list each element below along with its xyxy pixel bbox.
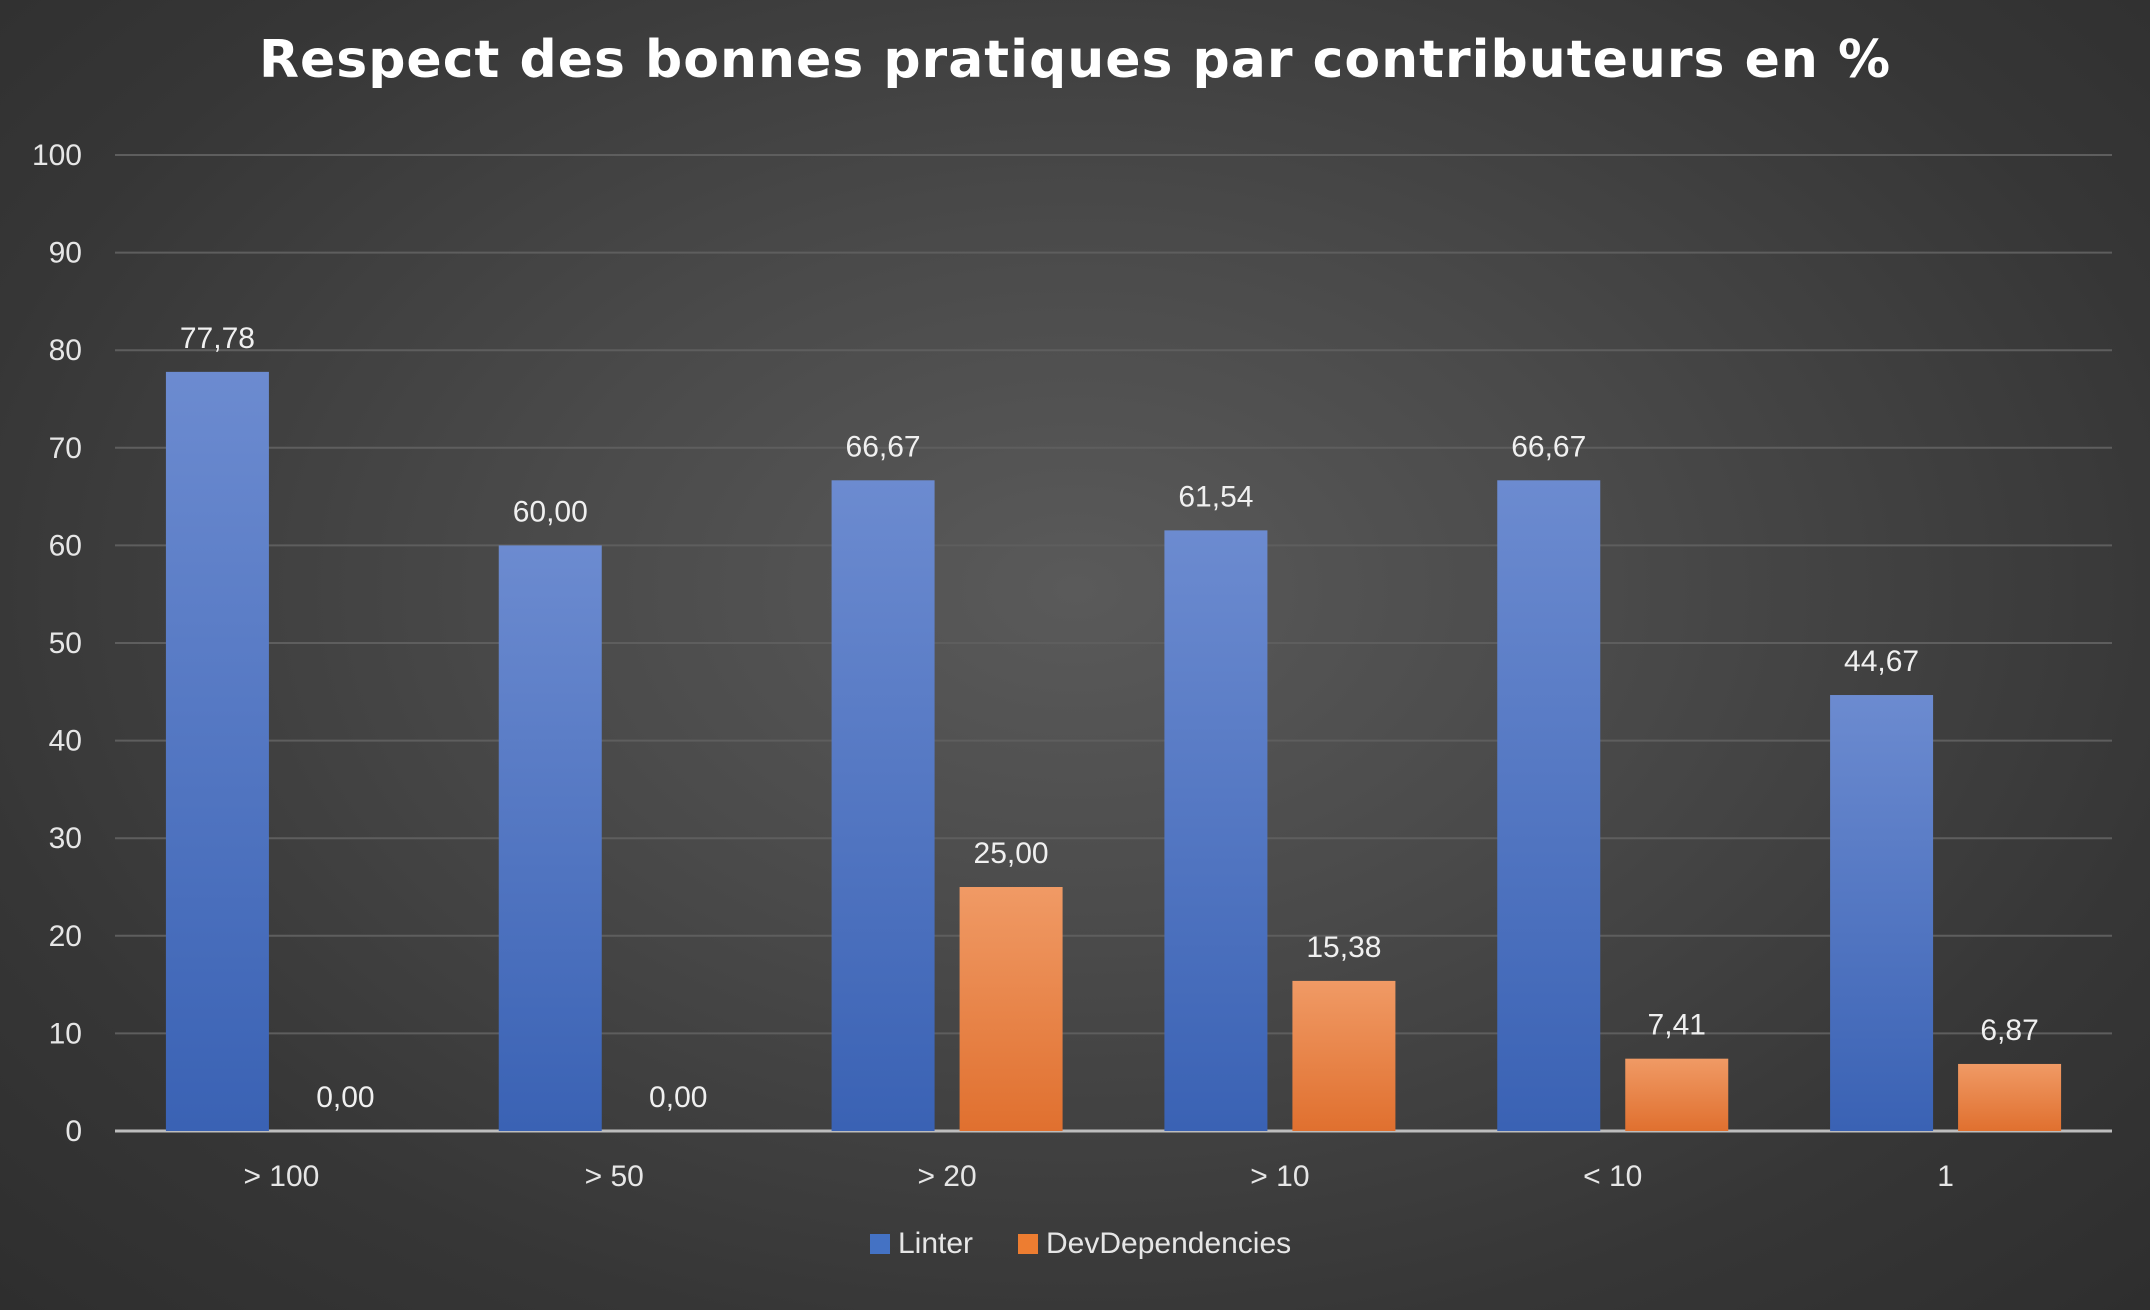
- data-label: 60,00: [513, 495, 588, 528]
- y-tick-label: 10: [49, 1017, 82, 1050]
- data-label: 66,67: [1511, 430, 1586, 463]
- bar-linter-1: [498, 545, 602, 1131]
- bars: [165, 371, 2062, 1132]
- bar-linter-2: [831, 480, 935, 1132]
- y-tick-label: 0: [65, 1115, 82, 1148]
- x-tick-label: 1: [1937, 1160, 1954, 1193]
- y-tick-label: 20: [49, 920, 82, 953]
- data-label: 25,00: [974, 837, 1049, 870]
- data-label: 0,00: [649, 1081, 707, 1114]
- legend: Linter DevDependencies: [870, 1227, 1291, 1260]
- data-label: 0,00: [316, 1081, 374, 1114]
- y-tick-label: 90: [49, 237, 82, 270]
- legend-swatch-devdependencies: [1018, 1234, 1038, 1254]
- data-labels: 77,78 0,00 60,00 0,00 66,67 25,00 61,54 15,38 66…: [180, 322, 2039, 1114]
- x-axis-ticks: > 100 > 50 > 20 > 10 < 10 1: [243, 1160, 1953, 1193]
- legend-label: DevDependencies: [1046, 1227, 1291, 1260]
- data-label: 66,67: [846, 430, 921, 463]
- y-tick-label: 50: [49, 627, 82, 660]
- data-label: 7,41: [1648, 1009, 1706, 1042]
- x-tick-label: < 10: [1583, 1160, 1642, 1193]
- bar-devdependencies-3: [1292, 980, 1396, 1131]
- bar-devdependencies-2: [959, 887, 1063, 1131]
- bar-devdependencies-4: [1625, 1058, 1729, 1131]
- y-tick-label: 100: [32, 139, 82, 172]
- data-label: 61,54: [1178, 480, 1253, 513]
- y-tick-label: 40: [49, 725, 82, 758]
- data-label: 77,78: [180, 322, 255, 355]
- y-tick-label: 60: [49, 529, 82, 562]
- legend-label: Linter: [898, 1227, 973, 1260]
- bar-linter-4: [1497, 480, 1601, 1132]
- bar-linter-0: [165, 371, 269, 1131]
- data-label: 44,67: [1844, 645, 1919, 678]
- x-tick-label: > 100: [243, 1160, 319, 1193]
- y-tick-label: 70: [49, 432, 82, 465]
- x-tick-label: > 20: [917, 1160, 976, 1193]
- chart-title: Respect des bonnes pratiques par contrib…: [258, 30, 1892, 90]
- y-axis-ticks: 0 10 20 30 40 50 60 70 80 90 100: [32, 139, 82, 1148]
- bar-linter-3: [1164, 530, 1268, 1131]
- bar-linter-5: [1830, 695, 1934, 1131]
- x-tick-label: > 10: [1250, 1160, 1309, 1193]
- legend-swatch-linter: [870, 1234, 890, 1254]
- bar-devdependencies-5: [1958, 1063, 2062, 1131]
- gridlines: [115, 154, 2112, 1133]
- y-tick-label: 30: [49, 822, 82, 855]
- data-label: 6,87: [1980, 1014, 2038, 1047]
- x-tick-label: > 50: [585, 1160, 644, 1193]
- data-label: 15,38: [1306, 931, 1381, 964]
- y-tick-label: 80: [49, 334, 82, 367]
